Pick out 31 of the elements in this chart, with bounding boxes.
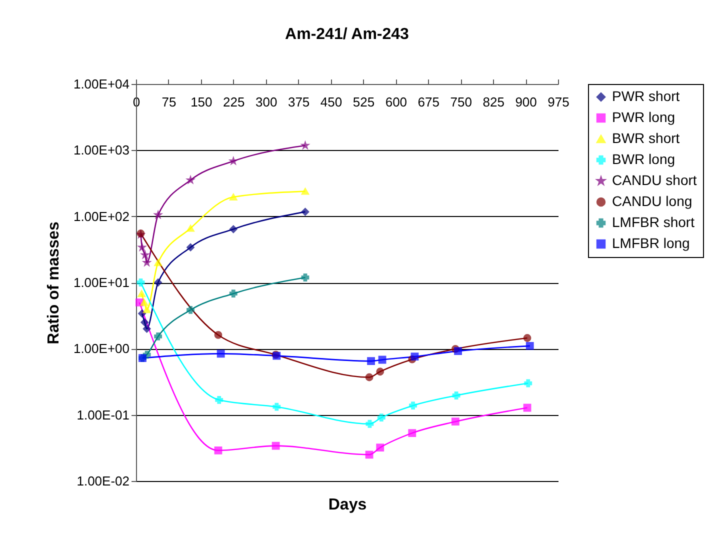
x-tick-label: 975 bbox=[548, 94, 570, 110]
legend-label: PWR long bbox=[612, 109, 676, 125]
legend-label: LMFBR short bbox=[612, 214, 695, 230]
x-tick-label: 675 bbox=[418, 94, 440, 110]
x-tick-label: 450 bbox=[320, 94, 342, 110]
y-tick-label: 1.00E+00 bbox=[73, 341, 130, 356]
x-tick-label: 300 bbox=[255, 94, 278, 110]
x-tick-label: 375 bbox=[288, 94, 310, 110]
chart-title: Am-241/ Am-243 bbox=[285, 26, 410, 43]
legend-label: CANDU short bbox=[612, 172, 697, 188]
legend-label: BWR short bbox=[612, 130, 680, 146]
x-tick-label: 525 bbox=[352, 94, 375, 110]
x-axis-title: Days bbox=[328, 496, 367, 514]
x-tick-label: 825 bbox=[482, 94, 504, 110]
x-tick-label: 150 bbox=[190, 94, 212, 110]
legend-label: CANDU long bbox=[612, 193, 692, 209]
x-tick-label: 75 bbox=[162, 94, 176, 110]
x-tick-label: 900 bbox=[515, 94, 537, 110]
x-tick-label: 750 bbox=[450, 94, 472, 110]
y-tick-label: 1.00E+02 bbox=[73, 208, 130, 224]
y-tick-label: 1.00E+01 bbox=[73, 275, 130, 290]
y-tick-label: 1.00E+04 bbox=[73, 76, 130, 92]
y-tick-label: 1.00E-02 bbox=[76, 474, 130, 488]
legend-label: BWR long bbox=[612, 151, 676, 167]
y-axis-title: Ratio of masses bbox=[45, 222, 62, 344]
y-tick-label: 1.00E+03 bbox=[73, 142, 130, 158]
x-tick-label: 600 bbox=[385, 94, 408, 110]
x-tick-label: 225 bbox=[223, 94, 245, 110]
legend-label: LMFBR long bbox=[612, 235, 690, 251]
y-tick-label: 1.00E-01 bbox=[76, 407, 130, 422]
legend-label: PWR short bbox=[612, 88, 680, 104]
